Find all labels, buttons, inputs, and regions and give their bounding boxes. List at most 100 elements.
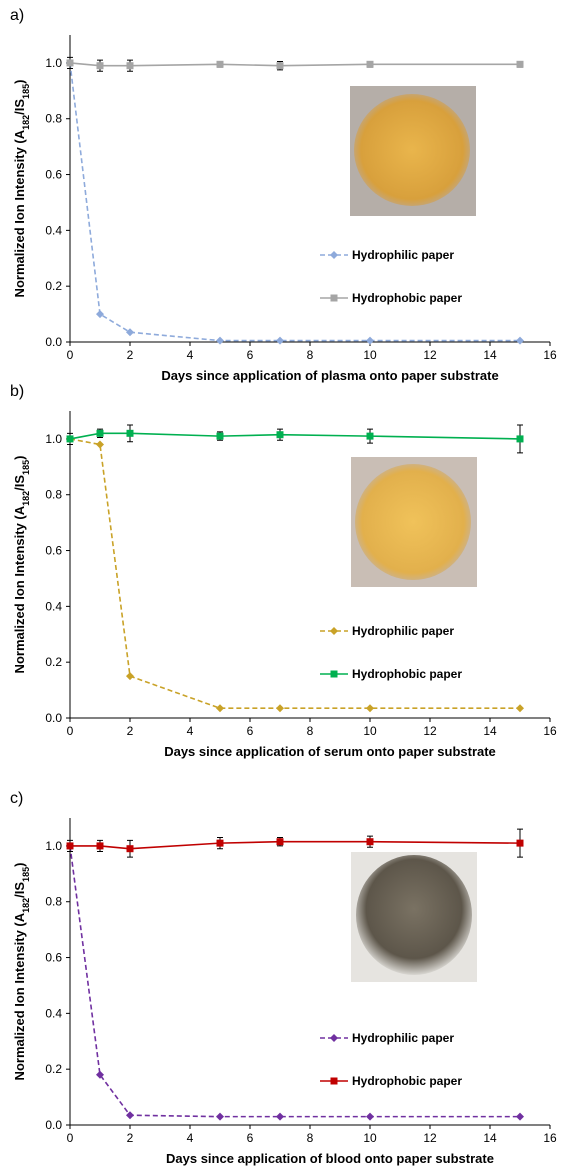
marker	[276, 838, 284, 846]
marker	[126, 328, 134, 337]
marker	[96, 62, 104, 70]
marker	[216, 1112, 224, 1121]
series-line	[69, 432, 521, 440]
y-tick-label: 0.8	[45, 112, 62, 126]
x-axis-title: Days since application of blood onto pap…	[166, 1151, 494, 1166]
x-tick-label: 2	[127, 724, 134, 738]
x-tick-label: 0	[67, 1131, 74, 1145]
marker	[276, 336, 284, 345]
chart-panel: 0.0 0.2 0.4 0.6 0.8 1.0 0 2 4 6 8 10 12 14 16 Days sinc…	[10, 790, 557, 1166]
y-tick-label: 0.2	[45, 1062, 62, 1076]
y-tick-label: 0.0	[45, 1118, 62, 1132]
y-axis-title-part: Normalized Ion Intensity (A	[12, 505, 27, 673]
x-tick-label: 14	[483, 724, 497, 738]
y-tick-label: 0.8	[45, 488, 62, 502]
x-tick-label: 14	[483, 1131, 497, 1145]
y-tick-label: 1.0	[45, 839, 62, 853]
marker	[216, 336, 224, 345]
y-tick-label: 0.6	[45, 168, 62, 182]
x-tick-label: 6	[247, 1131, 254, 1145]
y-tick-label: 0.0	[45, 711, 62, 725]
marker	[126, 845, 134, 853]
marker	[96, 440, 104, 449]
marker	[276, 431, 284, 439]
y-axis-title-part: 182	[21, 491, 31, 506]
marker	[366, 704, 374, 713]
legend-marker	[330, 251, 338, 259]
y-tick-label: 1.0	[45, 432, 62, 446]
marker	[276, 1112, 284, 1121]
chart-panel: 0.0 0.2 0.4 0.6 0.8 1.0 0 2 4 6 8 10 12 14 16 Days sinc…	[10, 383, 557, 759]
marker	[216, 60, 224, 68]
inset-photos	[350, 86, 477, 982]
y-axis-title-part: Normalized Ion Intensity (A	[12, 912, 27, 1080]
y-axis-title-part: 185	[21, 867, 31, 882]
marker	[66, 435, 74, 443]
panel-label: b)	[10, 383, 24, 400]
marker	[96, 842, 104, 850]
marker	[126, 672, 134, 681]
y-axis-title-part: 182	[21, 115, 31, 130]
y-tick-label: 0.6	[45, 544, 62, 558]
marker	[516, 435, 524, 443]
x-tick-label: 14	[483, 348, 497, 362]
y-axis-title-part: )	[12, 456, 27, 460]
x-tick-label: 8	[307, 348, 314, 362]
chart-panel: 0.0 0.2 0.4 0.6 0.8 1.0 0 2 4 6 8 10 12 14 16 Days sinc…	[10, 7, 557, 383]
legend-label: Hydrophilic paper	[352, 624, 454, 638]
legend-label: Hydrophilic paper	[352, 248, 454, 262]
marker	[516, 704, 524, 713]
y-axis-title: Normalized Ion Intensity (A182/IS185)	[12, 456, 31, 674]
y-axis-title-part: )	[12, 80, 27, 84]
marker	[216, 704, 224, 713]
marker	[126, 1111, 134, 1120]
x-tick-label: 8	[307, 724, 314, 738]
photo-sample	[356, 855, 472, 975]
marker	[276, 62, 284, 70]
x-tick-label: 0	[67, 724, 74, 738]
y-axis-title: Normalized Ion Intensity (A182/IS185)	[12, 80, 31, 298]
x-tick-label: 10	[363, 1131, 377, 1145]
marker	[516, 336, 524, 345]
marker	[366, 60, 374, 68]
x-tick-label: 6	[247, 348, 254, 362]
marker	[96, 1070, 104, 1079]
y-tick-label: 0.2	[45, 279, 62, 293]
y-axis-title-part: 182	[21, 898, 31, 913]
marker	[216, 839, 224, 847]
series-line	[70, 840, 521, 850]
x-tick-label: 8	[307, 1131, 314, 1145]
y-axis-title-part: )	[12, 863, 27, 867]
y-tick-label: 0.4	[45, 223, 62, 237]
photo-sample	[354, 94, 470, 206]
legend-marker	[330, 1034, 338, 1042]
y-axis-title-part: /IS	[12, 882, 27, 898]
marker	[96, 429, 104, 437]
marker	[276, 704, 284, 713]
marker	[96, 310, 104, 319]
legend-marker	[330, 627, 338, 635]
legend-marker	[330, 670, 338, 678]
marker	[366, 336, 374, 345]
y-axis-title-part: 185	[21, 84, 31, 99]
y-axis-title-part: /IS	[12, 475, 27, 491]
legend-marker	[330, 294, 338, 302]
marker	[516, 60, 524, 68]
x-tick-label: 10	[363, 724, 377, 738]
x-tick-label: 0	[67, 348, 74, 362]
y-axis-title-part: Normalized Ion Intensity (A	[12, 129, 27, 297]
marker	[216, 432, 224, 440]
marker	[126, 62, 134, 70]
marker	[516, 839, 524, 847]
marker	[366, 838, 374, 846]
marker	[66, 59, 74, 67]
x-tick-label: 16	[543, 1131, 557, 1145]
legend-label: Hydrophobic paper	[352, 1074, 462, 1088]
marker	[366, 432, 374, 440]
x-tick-label: 6	[247, 724, 254, 738]
y-tick-label: 0.8	[45, 895, 62, 909]
y-axis-title: Normalized Ion Intensity (A182/IS185)	[12, 863, 31, 1081]
x-tick-label: 4	[187, 1131, 194, 1145]
x-tick-label: 12	[423, 724, 437, 738]
marker	[126, 429, 134, 437]
